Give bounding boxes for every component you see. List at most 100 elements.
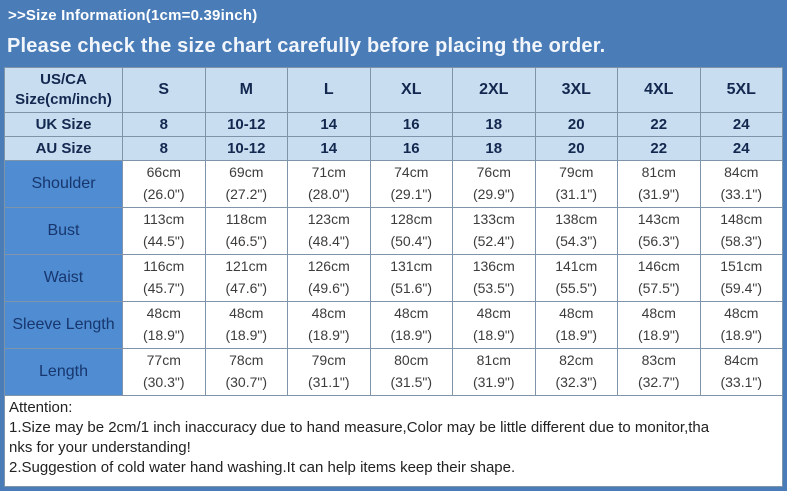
measurement-inch: (50.4") xyxy=(390,233,433,249)
measurement-cm: 76cm xyxy=(476,164,511,181)
conversion-value-cell: 16 xyxy=(369,136,453,161)
measurement-inch: (53.5") xyxy=(472,280,515,296)
measurement-inch: (55.5") xyxy=(555,280,598,296)
page-title: >>Size Information(1cm=0.39inch) xyxy=(8,7,258,24)
measurement-inch: (52.4") xyxy=(472,233,515,249)
conversion-value-cell: 16 xyxy=(369,112,453,137)
measurement-cm: 113cm xyxy=(143,211,185,228)
measurement-cm: 79cm xyxy=(311,352,346,369)
corner-label-line1: US/CA xyxy=(40,70,87,88)
attention-section: Attention: 1.Size may be 2cm/1 inch inac… xyxy=(4,396,783,487)
size-column-header: XL xyxy=(369,67,453,113)
measurement-value-cell: 81cm (31.9") xyxy=(452,348,536,396)
measurement-cm: 77cm xyxy=(146,352,181,369)
measurement-inch: (28.0") xyxy=(307,186,350,202)
measurement-inch: (30.3") xyxy=(142,374,185,390)
measurement-row: Length 77cm (30.3") 78cm (30.7") 79cm (31.1") 8… xyxy=(4,348,783,396)
conversion-value-cell: 14 xyxy=(287,136,371,161)
measurement-cm: 81cm xyxy=(476,352,511,369)
conversion-value-cell: 10-12 xyxy=(204,136,288,161)
measurement-row: Shoulder 66cm (26.0") 69cm (27.2") 71cm (28.0"… xyxy=(4,160,783,208)
measurement-value-cell: 146cm (57.5") xyxy=(617,254,701,302)
measurement-value-cell: 138cm (54.3") xyxy=(534,207,618,255)
measurement-cm: 71cm xyxy=(311,164,346,181)
measurement-value-cell: 128cm (50.4") xyxy=(369,207,453,255)
measurement-inch: (46.5") xyxy=(225,233,268,249)
conversion-value-cell: 20 xyxy=(534,112,618,137)
conversion-value-cell: 8 xyxy=(122,112,206,137)
measurement-value-cell: 116cm (45.7") xyxy=(122,254,206,302)
measurement-cm: 84cm xyxy=(724,164,759,181)
measurement-value-cell: 118cm (46.5") xyxy=(204,207,288,255)
measurement-cm: 48cm xyxy=(311,305,346,322)
size-chart-warning-banner: Please check the size chart carefully be… xyxy=(7,35,606,57)
measurement-inch: (27.2") xyxy=(225,186,268,202)
measurement-inch: (29.1") xyxy=(390,186,433,202)
measurement-value-cell: 151cm (59.4") xyxy=(699,254,783,302)
conversion-value-cell: 8 xyxy=(122,136,206,161)
measurement-row-label: Sleeve Length xyxy=(4,301,123,349)
conversion-row-label: AU Size xyxy=(4,136,123,161)
measurement-cm: 128cm xyxy=(390,211,433,228)
measurement-inch: (31.9") xyxy=(472,374,515,390)
measurement-value-cell: 131cm (51.6") xyxy=(369,254,453,302)
measurement-cm: 83cm xyxy=(641,352,676,369)
measurement-row: Waist 116cm (45.7") 121cm (47.6") 126cm (49.6"… xyxy=(4,254,783,302)
measurement-cm: 148cm xyxy=(720,211,763,228)
measurement-value-cell: 69cm (27.2") xyxy=(204,160,288,208)
size-table-header-row: US/CA Size(cm/inch) S M L XL 2XL 3XL 4XL 5XL xyxy=(4,67,783,113)
measurement-inch: (26.0") xyxy=(142,186,185,202)
measurement-inch: (18.9") xyxy=(142,327,185,343)
measurement-cm: 126cm xyxy=(307,258,350,275)
measurement-inch: (58.3") xyxy=(720,233,763,249)
measurement-cm: 116cm xyxy=(143,258,185,275)
measurement-value-cell: 80cm (31.5") xyxy=(369,348,453,396)
size-column-header: 5XL xyxy=(699,67,783,113)
measurement-value-cell: 126cm (49.6") xyxy=(287,254,371,302)
measurement-row: Sleeve Length 48cm (18.9") 48cm (18.9") 48cm (… xyxy=(4,301,783,349)
size-table-body: UK Size 8 10-12 14 16 18 20 22 24 AU Size 8 10-12 14… xyxy=(4,112,783,396)
measurement-cm: 48cm xyxy=(476,305,511,322)
size-table: US/CA Size(cm/inch) S M L XL 2XL 3XL 4XL 5XL UK S… xyxy=(4,67,783,396)
measurement-inch: (57.5") xyxy=(637,280,680,296)
conversion-row-label: UK Size xyxy=(4,112,123,137)
measurement-value-cell: 48cm (18.9") xyxy=(369,301,453,349)
measurement-inch: (18.9") xyxy=(225,327,268,343)
measurement-inch: (51.6") xyxy=(390,280,433,296)
measurement-cm: 133cm xyxy=(472,211,515,228)
attention-lines: 1.Size may be 2cm/1 inch inaccuracy due … xyxy=(9,418,776,478)
measurement-value-cell: 78cm (30.7") xyxy=(204,348,288,396)
measurement-row-label: Waist xyxy=(4,254,123,302)
measurement-inch: (59.4") xyxy=(720,280,763,296)
measurement-inch: (32.7") xyxy=(637,374,680,390)
size-column-header: 2XL xyxy=(452,67,536,113)
measurement-inch: (31.9") xyxy=(637,186,680,202)
measurement-value-cell: 48cm (18.9") xyxy=(287,301,371,349)
measurement-cm: 81cm xyxy=(641,164,676,181)
measurement-inch: (18.9") xyxy=(307,327,350,343)
size-column-header: L xyxy=(287,67,371,113)
measurement-value-cell: 113cm (44.5") xyxy=(122,207,206,255)
measurement-value-cell: 76cm (29.9") xyxy=(452,160,536,208)
measurement-cm: 48cm xyxy=(559,305,594,322)
size-column-header: S xyxy=(122,67,206,113)
measurement-cm: 78cm xyxy=(229,352,264,369)
measurement-inch: (47.6") xyxy=(225,280,268,296)
measurement-value-cell: 141cm (55.5") xyxy=(534,254,618,302)
conversion-value-cell: 14 xyxy=(287,112,371,137)
measurement-value-cell: 82cm (32.3") xyxy=(534,348,618,396)
measurement-inch: (29.9") xyxy=(472,186,515,202)
measurement-inch: (18.9") xyxy=(472,327,515,343)
measurement-cm: 66cm xyxy=(146,164,181,181)
measurement-value-cell: 66cm (26.0") xyxy=(122,160,206,208)
measurement-inch: (18.9") xyxy=(390,327,433,343)
size-column-header: M xyxy=(204,67,288,113)
conversion-row: AU Size 8 10-12 14 16 18 20 22 24 xyxy=(4,136,783,161)
measurement-value-cell: 79cm (31.1") xyxy=(287,348,371,396)
attention-line: nks for your understanding! xyxy=(9,439,191,456)
measurement-row-label: Length xyxy=(4,348,123,396)
measurement-cm: 143cm xyxy=(637,211,680,228)
measurement-cm: 118cm xyxy=(225,211,267,228)
measurement-cm: 141cm xyxy=(555,258,598,275)
size-column-header: 4XL xyxy=(617,67,701,113)
